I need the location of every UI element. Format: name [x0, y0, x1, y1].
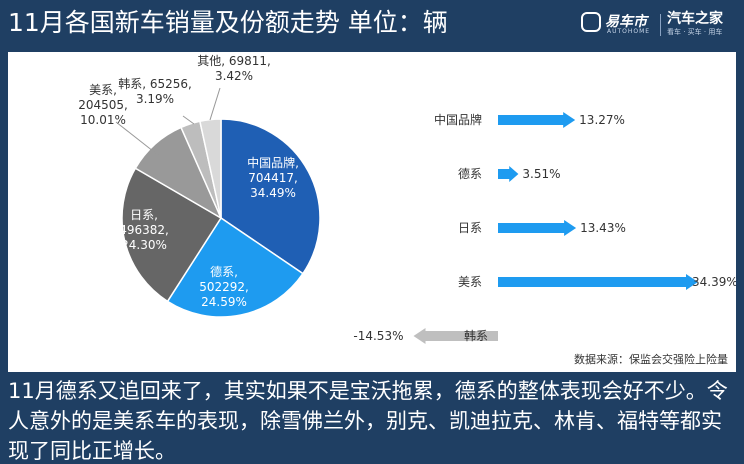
- bar-category-1: 德系: [458, 166, 482, 181]
- brand-logo-secondary-name: 汽车之家: [667, 11, 723, 27]
- brand-logo-primary: 易车市 AUTOHOME: [581, 12, 651, 35]
- bar-value-4: -14.53%: [353, 329, 403, 343]
- logo-divider: [660, 14, 661, 36]
- leader-line-other: [209, 87, 221, 121]
- bar-category-0: 中国品牌: [434, 112, 482, 127]
- brand-logo-secondary-sub: 看车 · 买车 · 用车: [667, 28, 723, 36]
- brand-logo-primary-sub: AUTOHOME: [607, 28, 651, 35]
- bar-category-3: 美系: [458, 275, 482, 289]
- pie-label-4: 韩系, 65256, 3.19%: [118, 76, 192, 106]
- chart-area: 中国品牌, 704417, 34.49% 德系, 502292, 24.59% 日系, 496…: [78, 54, 738, 366]
- bar-value-1: 3.51%: [522, 167, 560, 181]
- commentary-text: 11月德系又追回来了，其实如果不是宝沃拖累，德系的整体表现会好不少。令人意外的是…: [8, 379, 728, 463]
- bar-category-4: 韩系: [464, 328, 488, 343]
- pie-label-3: 美系, 204505, 10.01%: [78, 83, 128, 127]
- pie-label-5: 其他, 69811, 3.42%: [197, 54, 271, 83]
- brand-logo-primary-name: 易车市: [605, 14, 647, 30]
- pie-slice-1: [166, 216, 304, 318]
- growth-bar-chart: 中国品牌 13.27% 德系 3.51% 日系 13.43% 美系 34.39% 韩系 -14.5…: [353, 112, 738, 344]
- bar-value-3: 34.39%: [692, 275, 736, 289]
- bar-0: [498, 112, 576, 128]
- bar-4: [413, 328, 498, 344]
- bar-value-2: 13.43%: [580, 221, 626, 235]
- pie-slice-2: [121, 167, 223, 303]
- bar-value-0: 13.27%: [579, 113, 625, 127]
- bar-category-2: 日系: [458, 221, 482, 235]
- pie-label-2: 日系, 496382, 24.30%: [119, 208, 169, 252]
- bar-1: [498, 166, 519, 182]
- leader-line-kr: [182, 115, 195, 125]
- pie-chart: 中国品牌, 704417, 34.49% 德系, 502292, 24.59% 日系, 496…: [78, 54, 321, 318]
- source-note: 数据来源：保监会交强险上险量: [574, 352, 728, 366]
- slide-title: 11月各国新车销量及份额走势 单位：辆: [8, 8, 448, 37]
- bar-2: [498, 220, 577, 236]
- brand-logo-secondary: 汽车之家 看车 · 买车 · 用车: [667, 11, 723, 37]
- brand-mark-icon: [581, 12, 601, 32]
- pie-label-1: 德系, 502292, 24.59%: [199, 264, 249, 309]
- pie-slice-0: [220, 118, 321, 275]
- bar-3: [498, 274, 698, 290]
- pie-label-0: 中国品牌, 704417, 34.49%: [247, 155, 299, 200]
- leader-line-us: [115, 121, 159, 156]
- chart-panel: 中国品牌, 704417, 34.49% 德系, 502292, 24.59% 日系, 496…: [8, 52, 738, 372]
- header-bar: 11月各国新车销量及份额走势 单位：辆 易车市 AUTOHOME 汽车之家 看车…: [0, 0, 744, 50]
